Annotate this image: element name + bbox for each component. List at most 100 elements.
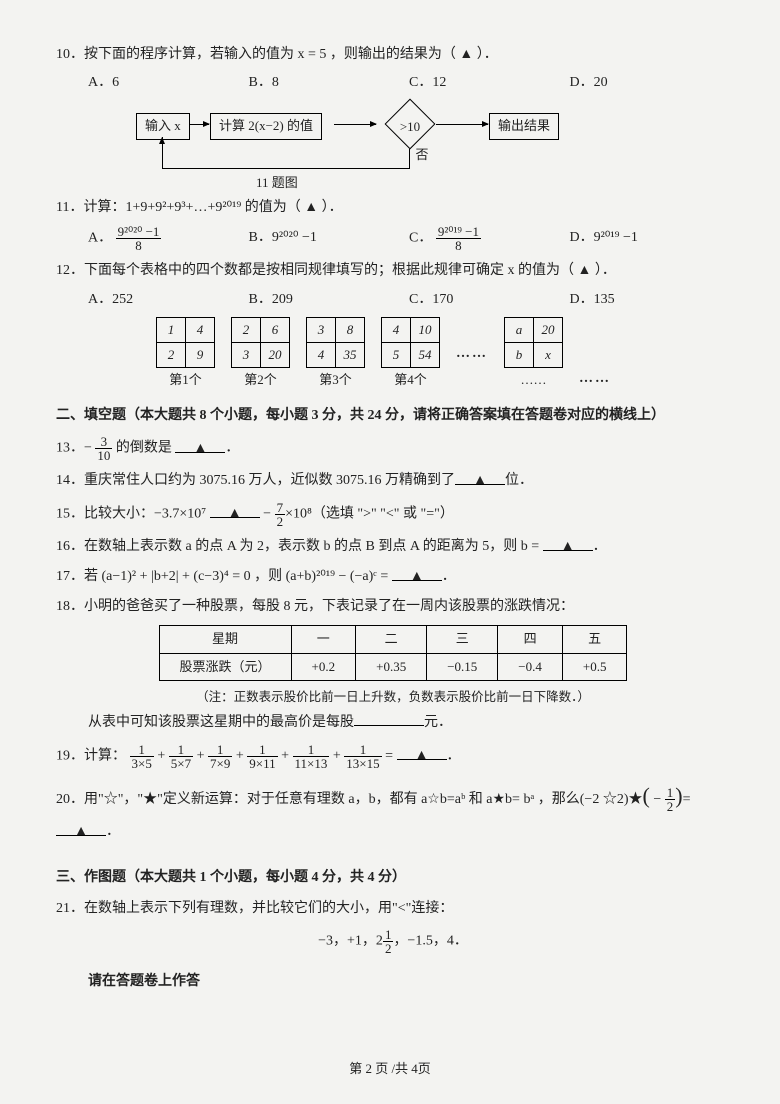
flowchart: 输入 x 计算 2(x−2) 的值 >10 输出结果 否 11 题图 — [136, 103, 730, 189]
equals: = — [683, 792, 691, 807]
question-16: 16．在数轴上表示数 a 的点 A 为 2，表示数 b 的点 B 到点 A 的距… — [56, 536, 730, 558]
flow-no-label: 否 — [412, 145, 432, 166]
stock-table: 星期 一 二 三 四 五 股票涨跌（元） +0.2 +0.35 −0.15 −0… — [159, 625, 628, 682]
frac-den: 2 — [665, 800, 676, 813]
flow-arrowhead — [159, 137, 165, 144]
frac-num: 1 — [247, 743, 277, 757]
opt-label: C． — [409, 231, 432, 246]
question-17: 17．若 (a−1)² + |b+2| + (c−3)⁴ = 0 ，则 (a+b… — [56, 566, 730, 588]
flow-calc-box: 计算 2(x−2) 的值 — [210, 113, 322, 140]
q10-opt-b: B．8 — [249, 72, 410, 94]
cell: 4 — [382, 317, 411, 342]
q12-opt-c: C．170 — [409, 289, 570, 311]
equals: = — [385, 748, 396, 763]
frac-den: 13×15 — [344, 757, 381, 770]
frac-den: 10 — [95, 449, 112, 462]
question-15: 15．比较大小：−3.7×10⁷ ▲ − 72×10⁸（选填 ">" "<" 或… — [56, 501, 730, 528]
cell: 4 — [186, 317, 215, 342]
section-3-header: 三、作图题（本大题共 1 个小题，每小题 4 分，共 4 分） — [56, 867, 730, 889]
q-text: 17．若 (a−1)² + |b+2| + (c−3)⁴ = 0 ，则 (a+b… — [56, 569, 392, 584]
q11-opt-c: C． 9²⁰¹⁹ −18 — [409, 225, 570, 252]
q11-opt-a: A． 9²⁰²⁰ −18 — [88, 225, 249, 252]
triangle-icon: ▲ — [74, 824, 88, 839]
paren: ( — [643, 783, 650, 808]
frac-den: 2 — [383, 942, 394, 955]
cell: 6 — [261, 317, 290, 342]
cell: a — [505, 317, 534, 342]
frac-num: 1 — [344, 743, 381, 757]
answer-blank — [354, 711, 424, 726]
q-number: 13． — [56, 441, 84, 456]
td: +0.35 — [356, 653, 427, 681]
q-text: 19．计算： — [56, 748, 126, 763]
cell: 5 — [382, 342, 411, 367]
q12-opt-a: A．252 — [88, 289, 249, 311]
cell: 10 — [411, 317, 440, 342]
frac-num: 9²⁰²⁰ −1 — [116, 225, 162, 239]
period: ． — [447, 748, 461, 763]
paren: ) — [675, 783, 682, 808]
th: 三 — [427, 625, 498, 653]
frac-den: 8 — [436, 239, 481, 252]
triangle-icon: ▲ — [410, 569, 424, 584]
cell: 4 — [307, 342, 336, 367]
frac-den: 2 — [275, 515, 286, 528]
period: ． — [593, 539, 607, 554]
number-list: −3，+1，2 — [318, 934, 383, 949]
q10-opt-c: C．12 — [409, 72, 570, 94]
q-text: 18．小明的爸爸买了一种股票，每股 8 元，下表记录了在一周内该股票的涨跌情况： — [56, 596, 730, 618]
q-tail: 元． — [424, 715, 452, 730]
cell: 3 — [307, 317, 336, 342]
triangle-icon: ▲ — [561, 539, 575, 554]
q-text: 的倒数是 — [112, 441, 175, 456]
table-label: 第4个 — [381, 370, 440, 391]
triangle-icon: ▲ — [228, 506, 242, 521]
answer-blank: ▲ — [392, 566, 442, 581]
question-11: 11．计算：1+9+9²+9³+…+9²⁰¹⁹ 的值为（ ▲ ）． A． 9²⁰… — [56, 197, 730, 252]
flow-output-box: 输出结果 — [489, 113, 559, 140]
neg-sign: − — [260, 506, 275, 521]
flow-line — [409, 149, 410, 169]
cell: 54 — [411, 342, 440, 367]
answer-blank: ▲ — [455, 470, 505, 485]
cell: 20 — [261, 342, 290, 367]
cell: 35 — [336, 342, 365, 367]
question-10: 10．按下面的程序计算，若输入的值为 x = 5 ，则输出的结果为（ ▲ ）． … — [56, 44, 730, 189]
q-tail: ×10⁸（选填 ">" "<" 或 "="） — [285, 506, 454, 521]
q-text: 21．在数轴上表示下列有理数，并比较它们的大小，用"<"连接： — [56, 898, 730, 920]
exam-page: 10．按下面的程序计算，若输入的值为 x = 5 ，则输出的结果为（ ▲ ）． … — [0, 0, 780, 1104]
q12-options: A．252 B．209 C．170 D．135 — [88, 289, 730, 311]
frac-den: 8 — [116, 239, 162, 252]
cell: 2 — [157, 342, 186, 367]
period: ． — [106, 824, 120, 839]
flow-caption: 11 题图 — [256, 173, 298, 194]
frac-den: 5×7 — [169, 757, 193, 770]
cell: x — [534, 342, 563, 367]
q-text: 15．比较大小：−3.7×10⁷ — [56, 506, 210, 521]
frac-den: 11×13 — [293, 757, 330, 770]
frac-num: 7 — [275, 501, 286, 515]
period: ． — [442, 569, 456, 584]
answer-sheet-note: 请在答题卷上作答 — [88, 971, 730, 993]
table-label: …… — [504, 370, 563, 391]
cell: 8 — [336, 317, 365, 342]
frac-den: 3×5 — [130, 757, 154, 770]
question-13: 13．− 310 的倒数是 ▲． — [56, 435, 730, 462]
q-text: 20．用"☆"，"★"定义新运算：对于任意有理数 a，b，都有 a☆b=aᵇ 和… — [56, 792, 643, 807]
td: +0.5 — [562, 653, 627, 681]
q-tail: 位． — [505, 473, 533, 488]
th: 星期 — [159, 625, 291, 653]
question-20: 20．用"☆"，"★"定义新运算：对于任意有理数 a，b，都有 a☆b=aᵇ 和… — [56, 778, 730, 844]
td: +0.2 — [291, 653, 356, 681]
question-21: 21．在数轴上表示下列有理数，并比较它们的大小，用"<"连接： −3，+1，21… — [56, 898, 730, 955]
mini-table-3: 38435 第3个 — [306, 317, 365, 391]
flow-arrow — [189, 124, 209, 125]
q12-opt-b: B．209 — [249, 289, 410, 311]
mini-table-4: 410554 第4个 — [381, 317, 440, 391]
q11-text: 11．计算：1+9+9²+9³+…+9²⁰¹⁹ 的值为（ ▲ ）． — [56, 197, 730, 219]
q12-tables: 1429 第1个 26320 第2个 38435 第3个 410554 第4个 … — [156, 317, 730, 391]
answer-blank: ▲ — [56, 821, 106, 836]
mini-table-1: 1429 第1个 — [156, 317, 215, 391]
answer-blank: ▲ — [175, 438, 225, 453]
th: 一 — [291, 625, 356, 653]
